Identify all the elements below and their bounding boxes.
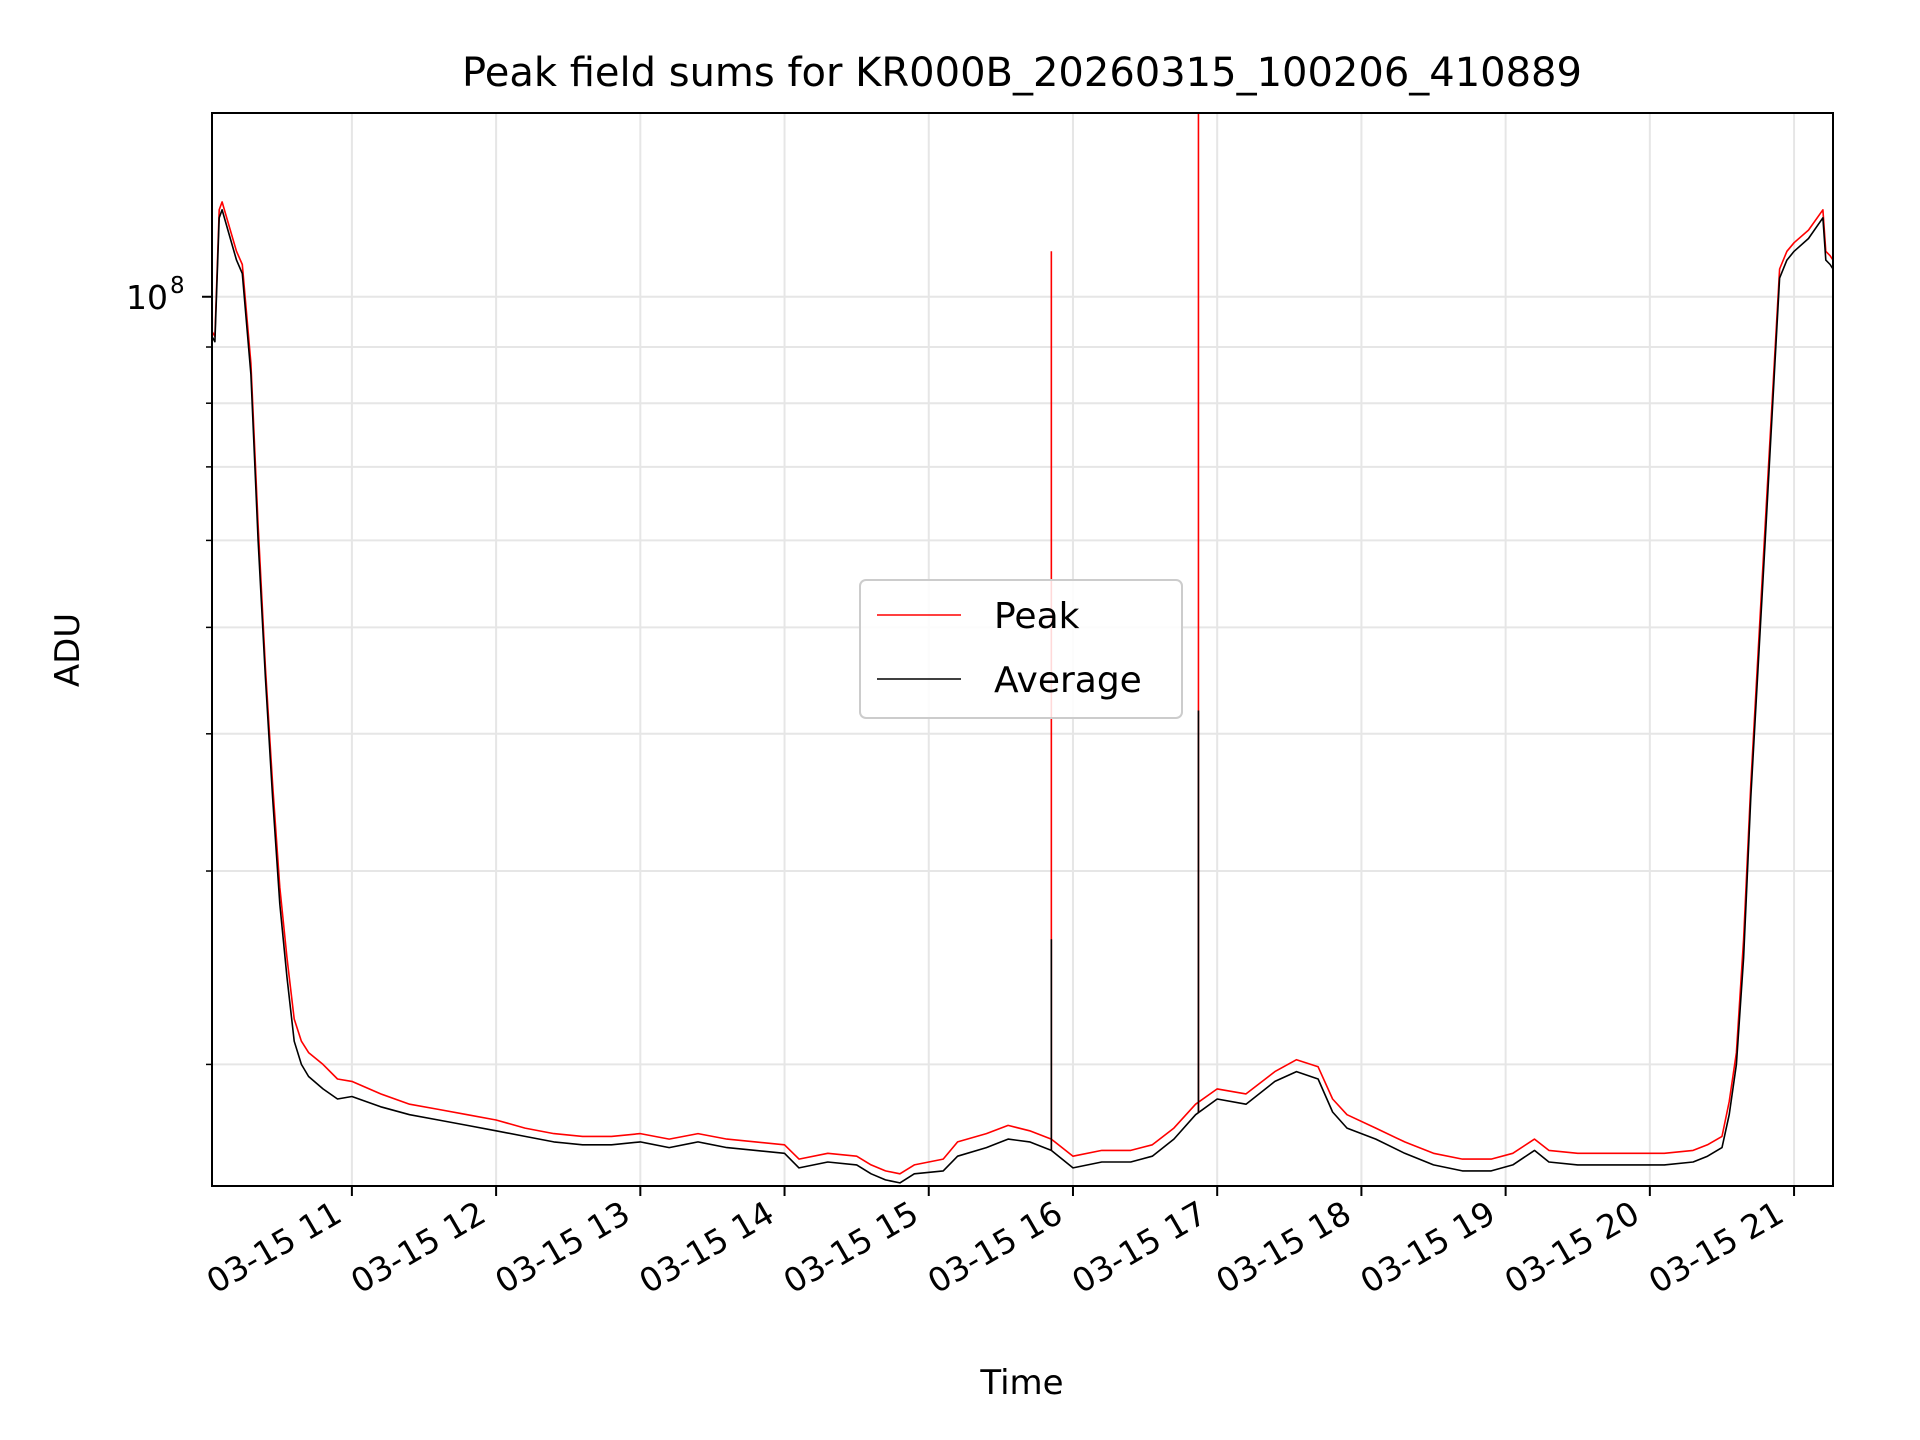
y-axis-label: ADU	[48, 613, 88, 687]
legend-peak-label: Peak	[994, 596, 1080, 637]
series-line-peak	[211, 201, 1834, 1175]
x-axis-label: Time	[979, 1363, 1063, 1403]
legend: Peak Average	[859, 579, 1183, 719]
series-line-average	[211, 209, 1834, 1184]
plot-frame	[211, 112, 1834, 1187]
y-tick-label-exponent: 8	[170, 273, 185, 299]
legend-average-label: Average	[994, 660, 1142, 701]
chart-title: Peak field sums for KR000B_20260315_1002…	[462, 50, 1582, 96]
y-tick-label-base: 10	[126, 278, 168, 317]
